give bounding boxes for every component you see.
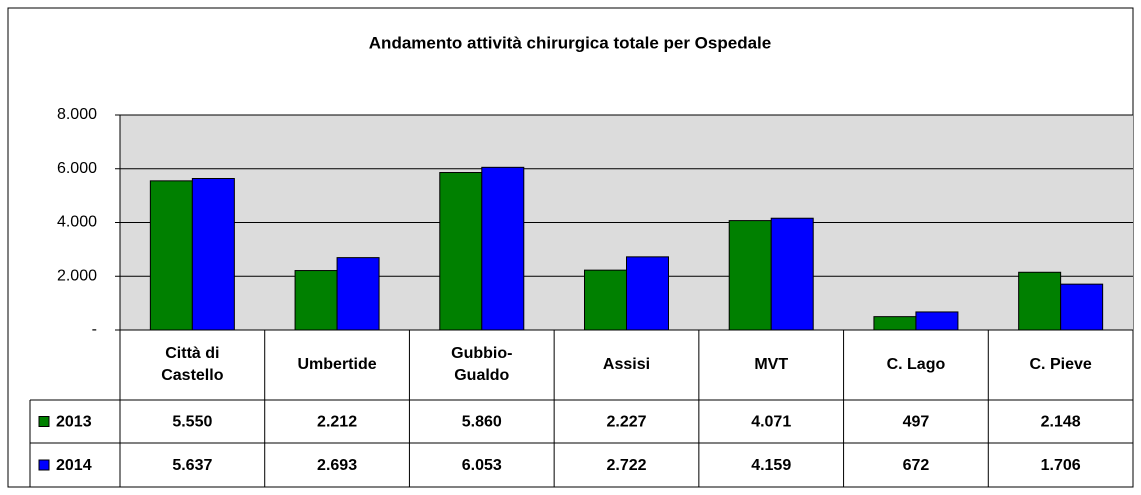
data-label: 5.550	[172, 414, 212, 431]
bar	[770, 217, 814, 331]
x-tick-label: C. Lago	[887, 356, 946, 373]
bar	[626, 256, 669, 331]
legend-swatch	[38, 416, 50, 427]
data-label: 2.148	[1041, 414, 1081, 431]
data-label: 5.637	[172, 457, 212, 474]
data-label: 2.227	[606, 414, 646, 431]
data-label: 5.860	[462, 414, 502, 431]
data-label: 6.053	[462, 457, 502, 474]
legend-label: 2013	[56, 414, 92, 431]
x-tick-label: Gubbio-Gualdo	[451, 345, 512, 384]
data-label: 4.071	[751, 414, 791, 431]
legend-swatch	[38, 459, 50, 471]
data-label: 497	[903, 414, 930, 431]
bar	[336, 257, 380, 331]
chart-title: Andamento attività chirurgica totale per…	[369, 33, 771, 52]
bar	[439, 172, 483, 331]
data-label: 672	[903, 457, 930, 474]
bar	[191, 178, 235, 331]
bar	[1018, 271, 1062, 331]
y-tick-label: 2.000	[57, 267, 97, 284]
data-label: 2.212	[317, 414, 357, 431]
bar	[481, 166, 525, 331]
x-tick-label: Assisi	[603, 356, 650, 373]
y-tick-label: 8.000	[57, 106, 97, 123]
bar	[584, 269, 627, 331]
x-tick-label: C. Pieve	[1030, 356, 1092, 373]
bar	[873, 316, 917, 331]
legend-label: 2014	[56, 457, 92, 474]
x-tick-label: MVT	[754, 356, 788, 373]
data-label: 2.722	[606, 457, 646, 474]
data-label: 4.159	[751, 457, 791, 474]
x-tick-label: Umbertide	[298, 356, 377, 373]
bar	[149, 180, 193, 331]
x-tick-label: Città di Castello	[161, 345, 223, 384]
y-tick-label: -	[92, 321, 97, 338]
bar	[728, 220, 772, 331]
bar	[915, 311, 959, 331]
data-label: 2.693	[317, 457, 357, 474]
bar	[294, 270, 338, 331]
y-tick-label: 6.000	[57, 160, 97, 177]
y-tick-label: 4.000	[57, 214, 97, 231]
bar	[1060, 283, 1104, 331]
data-label: 1.706	[1041, 457, 1081, 474]
